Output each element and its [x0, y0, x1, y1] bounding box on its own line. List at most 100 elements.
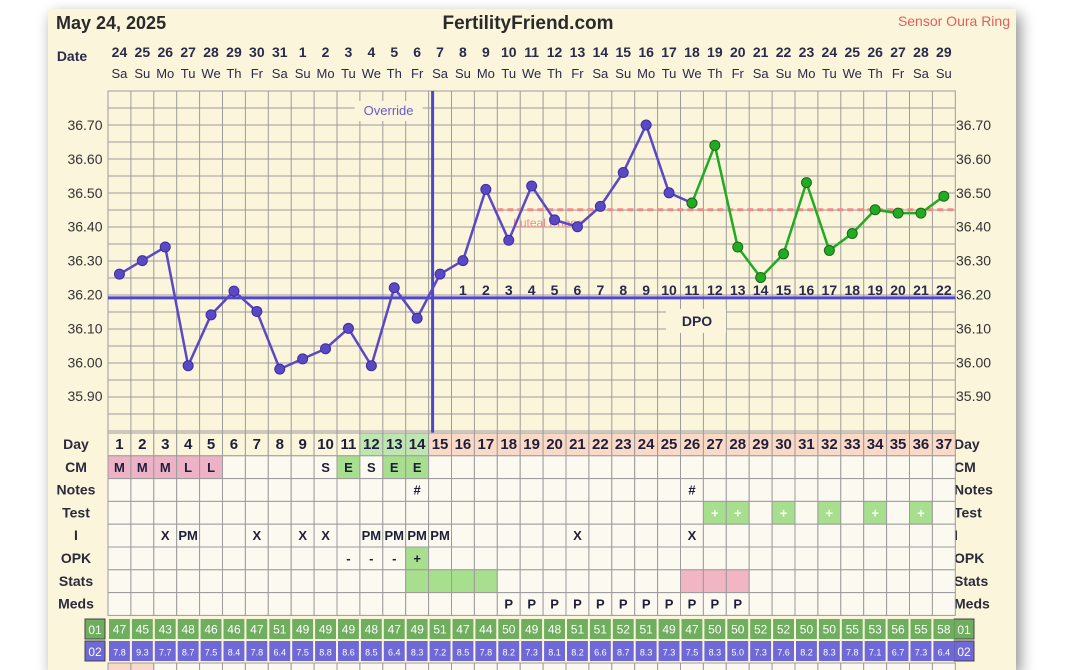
- cm-cell: [428, 455, 453, 480]
- day-value: 10: [317, 436, 334, 453]
- test-cell: [130, 500, 155, 525]
- day-value: 37: [936, 436, 953, 453]
- calendar-date: 14: [593, 44, 609, 60]
- meds-cell: [863, 592, 888, 616]
- stats-cell: [931, 569, 956, 594]
- notes-cell: [130, 478, 155, 502]
- row-02-cell: [773, 641, 794, 661]
- opk-cell: [748, 546, 773, 571]
- stats-cell: [267, 569, 292, 594]
- plot-area: [107, 90, 956, 434]
- dpo-number: 21: [913, 282, 929, 298]
- row-02-cell: [360, 641, 382, 661]
- row-02-cell: [269, 641, 291, 661]
- temperature-point: [434, 268, 446, 280]
- notes-cell: [451, 478, 475, 502]
- intercourse-cell: [222, 523, 246, 548]
- y-tick-label-right: 36.50: [956, 185, 991, 201]
- cm-value: S: [321, 460, 330, 475]
- calendar-weekday: Tu: [341, 66, 356, 81]
- calendar-date: 11: [524, 44, 539, 60]
- cm-cell: [290, 455, 315, 480]
- opk-cell: [473, 546, 498, 571]
- meds-value: P: [596, 597, 605, 612]
- day-value: 12: [363, 436, 380, 453]
- row-01-value: 47: [388, 623, 402, 637]
- cm-cell: [931, 455, 956, 480]
- row-03-cell: [473, 662, 498, 670]
- opk-cell: [130, 546, 155, 571]
- stats-cell: [222, 569, 246, 594]
- test-value: +: [711, 505, 719, 520]
- day-value: 16: [455, 436, 472, 453]
- calendar-weekday: Sa: [111, 66, 128, 81]
- meds-cell: [428, 592, 453, 616]
- calendar-date: 7: [436, 44, 444, 60]
- opk-cell: [428, 546, 453, 571]
- row-01-cell: [727, 619, 749, 639]
- y-tick-label-left: 36.00: [67, 354, 102, 370]
- row-02-value: 5.0: [731, 648, 744, 658]
- calendar-date: 29: [226, 44, 242, 60]
- calendar-weekday: We: [522, 66, 541, 81]
- row-03-cell: [496, 662, 521, 670]
- notes-value: #: [688, 483, 696, 498]
- row-01-cell: [246, 619, 268, 639]
- opk-cell: [153, 546, 178, 571]
- notes-cell: [542, 478, 567, 502]
- calendar-weekday: Tu: [501, 66, 516, 81]
- override-bg: [354, 101, 423, 121]
- cm-cell: [611, 455, 636, 480]
- test-value: +: [826, 505, 834, 520]
- day-value: 27: [707, 436, 724, 453]
- row-01-value: 50: [708, 623, 722, 637]
- test-cell: [267, 500, 292, 525]
- fertility-chart: May 24, 2025 FertilityFriend.com Sensor Ou…: [56, 13, 1010, 670]
- dpo-number: 8: [619, 282, 627, 298]
- stats-cell: [702, 569, 727, 594]
- calendar-weekday: Su: [455, 66, 471, 81]
- opk-cell: [267, 546, 292, 571]
- opk-cell: [611, 546, 636, 571]
- notes-cell: [222, 478, 246, 502]
- calendar-date: 2: [322, 44, 330, 60]
- notes-cell: [359, 478, 384, 502]
- dpo-label: DPO: [682, 313, 712, 329]
- row-01-cell: [658, 619, 680, 639]
- row-02-value: 6.4: [388, 648, 401, 658]
- stats-cell: [519, 569, 544, 594]
- notes-cell: [657, 478, 681, 502]
- opk-cell: [313, 546, 338, 571]
- y-tick-label-right: 36.10: [956, 320, 991, 336]
- row-01-cell: [750, 619, 772, 639]
- chart-date: May 24, 2025: [56, 13, 166, 33]
- calendar-weekday: We: [362, 66, 381, 81]
- row-01-value: 43: [159, 623, 173, 637]
- dpo-number: 4: [528, 282, 536, 298]
- y-tick-label-left: 36.10: [67, 320, 102, 336]
- row-01-value: 51: [594, 623, 608, 637]
- test-cell: [611, 500, 636, 525]
- opk-cell: [244, 546, 269, 571]
- calendar-date: 26: [157, 44, 173, 60]
- temperature-point: [113, 268, 125, 280]
- y-tick-label-right: 36.40: [956, 219, 991, 235]
- cm-cell: [840, 455, 865, 480]
- stats-cell: [313, 569, 338, 594]
- calendar-weekday: Su: [776, 66, 792, 81]
- row-03-cell: [840, 662, 865, 670]
- row-label-intercourse: I: [74, 527, 78, 543]
- opk-cell: [634, 546, 659, 571]
- row-01-value: 52: [754, 623, 768, 637]
- row-01-cell: [177, 619, 199, 639]
- meds-cell: [748, 592, 773, 616]
- temperature-point: [457, 255, 469, 267]
- calendar-weekday: Sa: [753, 66, 770, 81]
- day-value: 13: [386, 436, 403, 453]
- meds-cell: [244, 592, 269, 616]
- y-tick-label-right: 35.90: [956, 388, 991, 404]
- meds-value: P: [527, 597, 536, 612]
- notes-cell: [702, 478, 727, 502]
- dpo-number: 22: [936, 282, 952, 298]
- row-01-cell: [841, 619, 863, 639]
